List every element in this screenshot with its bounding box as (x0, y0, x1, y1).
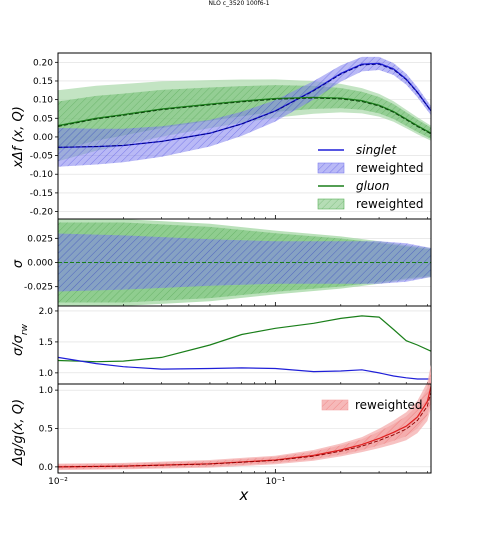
ratio-gluon-line (57, 315, 432, 363)
xtick-label: 10⁻¹ (265, 477, 285, 487)
ytick-label: 0.15 (33, 77, 53, 87)
panel-dg: 1.0 0.5 0.0 10⁻² 10⁻¹ reweighted (39, 364, 432, 487)
ytick-label: 0.10 (33, 96, 53, 106)
legend-label: reweighted (355, 398, 423, 412)
ytick-label: -0.05 (30, 152, 53, 162)
ytick-label: 0.025 (27, 234, 53, 244)
xlabel: x (239, 486, 249, 504)
singlet-rw-line (57, 63, 432, 148)
gluon-line (57, 96, 432, 134)
panel-pdf: 0.20 0.15 0.10 0.05 0.00 -0.05 -0.10 -0.15 -0.20… (30, 52, 432, 220)
dg-band-outer (58, 364, 431, 471)
legend-band-dg (321, 399, 349, 411)
legend-label: reweighted (356, 197, 424, 211)
ytick-label: 1.0 (39, 386, 54, 396)
legend-band-gluon (317, 198, 345, 210)
ratio-singlet-line (57, 356, 431, 380)
legend-label: singlet (356, 143, 398, 157)
ylabel-dg: Δg/g(x, Q) (11, 399, 26, 466)
ytick-label: -0.025 (24, 283, 53, 293)
ytick-label: 0.0 (39, 463, 54, 473)
ylabel-sigma: σ (11, 259, 26, 268)
xtick-label: 10⁻² (48, 477, 68, 487)
ytick-label: 0.05 (33, 114, 53, 124)
ytick-label: 2.0 (39, 307, 54, 317)
ytick-label: 0.00 (33, 133, 53, 143)
dg-rw-line (57, 391, 432, 468)
ytick-label: 1.0 (39, 369, 54, 379)
legend-label: reweighted (356, 161, 424, 175)
ytick-label: 0.5 (39, 425, 53, 435)
ytick-label: -0.10 (30, 170, 54, 180)
ytick-label: 0.000 (27, 259, 53, 269)
legend-label: gluon (356, 179, 390, 193)
gluon-band-reweighted (58, 85, 431, 150)
ytick-label: -0.15 (30, 189, 53, 199)
ytick-label: -0.20 (30, 208, 54, 218)
singlet-band-reweighted (58, 56, 431, 167)
ytick-label: 0.20 (33, 58, 53, 68)
panel-sigma: 0.025 0.000 -0.025 (24, 218, 432, 307)
panel-frame (57, 383, 432, 474)
ylabel-pdf: xΔf (x, Q) (11, 106, 26, 169)
figure-title: NLO c_3520 100f6-1 (208, 0, 269, 7)
dg-band-reweighted (58, 371, 431, 470)
ylabel-ratio: σ/σrw (11, 323, 30, 356)
legend-band-singlet (317, 162, 345, 174)
ytick-label: 1.5 (39, 338, 53, 348)
gluon-rw-line (57, 97, 432, 135)
panel-ratio: 2.0 1.5 1.0 (39, 305, 432, 385)
